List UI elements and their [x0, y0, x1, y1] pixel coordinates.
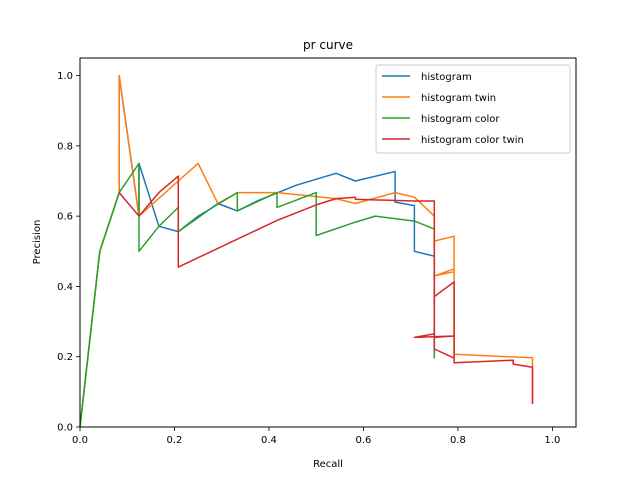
x-tick-label: 1.0 [544, 435, 560, 446]
legend-label: histogram color twin [421, 135, 524, 146]
x-tick-label: 0.6 [355, 435, 371, 446]
x-axis-label: Recall [313, 459, 343, 470]
plot-frame [79, 57, 577, 428]
y-tick-label: 0.0 [57, 423, 73, 434]
series-layer [79, 74, 534, 428]
y-tick-label: 1.0 [57, 71, 73, 82]
legend-box [375, 64, 571, 154]
x-tick-label: 0.2 [167, 435, 183, 446]
y-axis: 0.0 0.2 0.4 0.6 0.8 1.0 [57, 71, 80, 434]
y-tick-label: 0.2 [57, 352, 73, 363]
x-tick-label: 0.4 [261, 435, 277, 446]
x-axis: 0.0 0.2 0.4 0.6 0.8 1.0 [72, 427, 560, 446]
x-tick-label: 0.0 [72, 435, 88, 446]
y-tick-label: 0.8 [57, 141, 73, 152]
legend-label: histogram [421, 72, 472, 83]
x-tick-label: 0.8 [450, 435, 466, 446]
y-tick-label: 0.6 [57, 212, 73, 223]
legend: histogram histogram twin histogram color hi… [375, 64, 571, 154]
legend-label: histogram twin [421, 93, 496, 104]
series-line-3 [118, 175, 534, 404]
legend-label: histogram color [421, 114, 500, 125]
chart-title: pr curve [303, 38, 353, 52]
series-line-1 [79, 74, 534, 428]
series-line-2 [79, 162, 436, 428]
y-axis-label: Precision [32, 220, 43, 265]
y-tick-label: 0.4 [57, 282, 73, 293]
